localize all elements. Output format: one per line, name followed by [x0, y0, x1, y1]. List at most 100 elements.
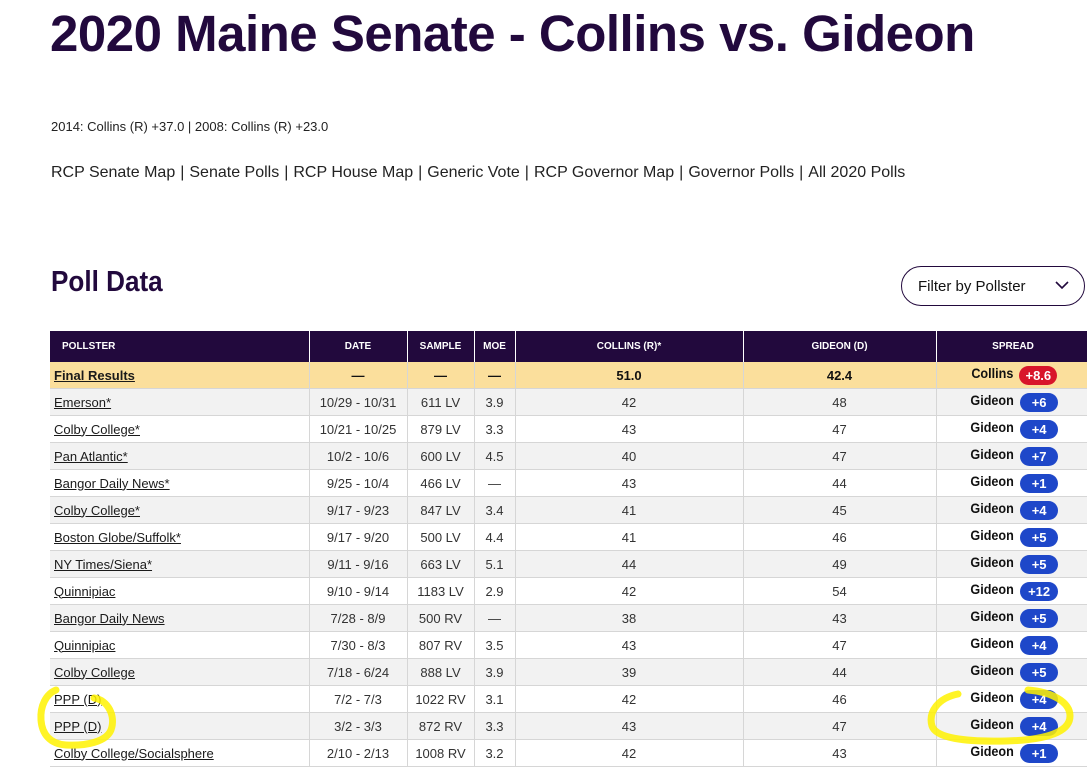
sample-cell: 872 RV	[407, 712, 475, 740]
moe-cell: 3.9	[474, 388, 516, 416]
spread-candidate: Gideon	[970, 446, 1014, 463]
spread-candidate: Gideon	[970, 554, 1014, 571]
collins-cell: 41	[515, 523, 744, 551]
link-rcp-senate-map[interactable]: RCP Senate Map	[51, 164, 176, 181]
collins-cell: 42	[515, 388, 744, 416]
collins-cell: 51.0	[515, 362, 744, 389]
spread-cell: Gideon +4	[936, 496, 1087, 524]
pollster-link[interactable]: Quinnipiac	[54, 637, 116, 653]
table-row: Quinnipiac 9/10 - 9/14 1183 LV 2.9 42 54 Gideo…	[50, 577, 1087, 605]
spread-cell: Gideon +4	[936, 415, 1087, 443]
collins-cell: 42	[515, 577, 744, 605]
moe-cell: 4.5	[474, 442, 516, 470]
pollster-cell: PPP (D)	[50, 685, 310, 713]
pollster-link[interactable]: Quinnipiac	[54, 583, 116, 599]
pollster-cell: Pan Atlantic*	[50, 442, 310, 470]
spread-cell: Gideon +4	[936, 712, 1087, 740]
collins-cell: 43	[515, 712, 744, 740]
sample-cell: —	[407, 362, 475, 389]
spread-badge: +4	[1020, 500, 1059, 520]
link-separator: |	[284, 164, 289, 181]
filter-by-pollster-dropdown[interactable]: Filter by Pollster	[901, 266, 1085, 306]
pollster-link[interactable]: Bangor Daily News*	[54, 475, 170, 491]
spread-candidate: Gideon	[970, 743, 1014, 760]
sample-cell: 611 LV	[407, 388, 475, 416]
col-header-gideon[interactable]: GIDEON (D)	[743, 331, 937, 362]
pollster-link[interactable]: PPP (D)	[54, 718, 102, 734]
date-cell: —	[309, 362, 408, 389]
pollster-cell: Colby College*	[50, 496, 310, 524]
date-cell: 9/17 - 9/20	[309, 523, 408, 551]
pollster-link[interactable]: Pan Atlantic*	[54, 448, 128, 464]
pollster-cell: NY Times/Siena*	[50, 550, 310, 578]
gideon-cell: 45	[743, 496, 937, 524]
pollster-link[interactable]: Colby College*	[54, 502, 140, 518]
gideon-cell: 44	[743, 658, 937, 686]
table-row: NY Times/Siena* 9/11 - 9/16 663 LV 5.1 44 49 G…	[50, 550, 1087, 578]
sample-cell: 807 RV	[407, 631, 475, 659]
gideon-cell: 47	[743, 415, 937, 443]
col-header-sample[interactable]: SAMPLE	[407, 331, 475, 362]
link-senate-polls[interactable]: Senate Polls	[189, 164, 280, 181]
pollster-cell: Emerson*	[50, 388, 310, 416]
moe-cell: 3.3	[474, 415, 516, 443]
spread-cell: Gideon +1	[936, 469, 1087, 497]
moe-cell: 3.3	[474, 712, 516, 740]
spread-cell: Gideon +5	[936, 604, 1087, 632]
collins-cell: 39	[515, 658, 744, 686]
spread-candidate: Gideon	[970, 500, 1014, 517]
spread-badge: +7	[1020, 446, 1059, 466]
page-title: 2020 Maine Senate - Collins vs. Gideon	[50, 5, 975, 62]
spread-badge: +5	[1020, 554, 1059, 574]
table-row: Colby College* 9/17 - 9/23 847 LV 3.4 41 45 Gi…	[50, 496, 1087, 524]
moe-cell: 3.2	[474, 739, 516, 767]
spread-candidate: Gideon	[970, 581, 1014, 598]
date-cell: 9/17 - 9/23	[309, 496, 408, 524]
pollster-link[interactable]: Colby College*	[54, 421, 140, 437]
spread-badge: +1	[1020, 743, 1059, 763]
spread-badge: +1	[1020, 473, 1059, 493]
link-generic-vote[interactable]: Generic Vote	[427, 164, 520, 181]
pollster-cell: Bangor Daily News*	[50, 469, 310, 497]
date-cell: 7/2 - 7/3	[309, 685, 408, 713]
pollster-link[interactable]: Colby College/Socialsphere	[54, 745, 214, 761]
col-header-pollster[interactable]: POLLSTER	[50, 331, 310, 362]
collins-cell: 40	[515, 442, 744, 470]
spread-badge: +4	[1020, 635, 1059, 655]
filter-label: Filter by Pollster	[918, 277, 1026, 295]
pollster-link[interactable]: NY Times/Siena*	[54, 556, 153, 572]
collins-cell: 43	[515, 415, 744, 443]
link-separator: |	[418, 164, 423, 181]
col-header-date[interactable]: DATE	[309, 331, 408, 362]
pollster-link[interactable]: Colby College	[54, 664, 135, 680]
spread-badge: +6	[1020, 392, 1059, 412]
col-header-collins[interactable]: COLLINS (R)*	[515, 331, 744, 362]
table-row: PPP (D) 3/2 - 3/3 872 RV 3.3 43 47 Gideon +4	[50, 712, 1087, 740]
pollster-link[interactable]: Final Results	[54, 367, 135, 383]
chevron-down-icon	[1055, 281, 1069, 290]
pollster-cell: Bangor Daily News	[50, 604, 310, 632]
spread-badge: +4	[1020, 419, 1059, 439]
pollster-link[interactable]: Emerson*	[54, 394, 112, 410]
link-rcp-house-map[interactable]: RCP House Map	[293, 164, 414, 181]
link-governor-polls[interactable]: Governor Polls	[688, 164, 795, 181]
spread-badge: +4	[1020, 689, 1059, 709]
spread-badge: +12	[1020, 581, 1059, 601]
pollster-link[interactable]: PPP (D)	[54, 691, 102, 707]
date-cell: 7/28 - 8/9	[309, 604, 408, 632]
sample-cell: 847 LV	[407, 496, 475, 524]
spread-candidate: Gideon	[970, 608, 1014, 625]
final-results-row: Final Results — — —51.0 42.4 Collins +8.6	[50, 362, 1087, 389]
pollster-link[interactable]: Bangor Daily News	[54, 610, 165, 626]
link-all-2020-polls[interactable]: All 2020 Polls	[808, 164, 906, 181]
table-header-row: POLLSTER DATE SAMPLE MOE COLLINS (R)* GI…	[50, 331, 1087, 362]
table-row: Boston Globe/Suffolk* 9/17 - 9/20 500 LV 4.…	[50, 523, 1087, 551]
pollster-link[interactable]: Boston Globe/Suffolk*	[54, 529, 181, 545]
col-header-spread[interactable]: SPREAD	[936, 331, 1087, 362]
sample-cell: 466 LV	[407, 469, 475, 497]
spread-candidate: Gideon	[970, 527, 1014, 544]
spread-candidate: Gideon	[970, 473, 1014, 490]
link-rcp-governor-map[interactable]: RCP Governor Map	[533, 164, 675, 181]
sample-cell: 663 LV	[407, 550, 475, 578]
col-header-moe[interactable]: MOE	[474, 331, 516, 362]
